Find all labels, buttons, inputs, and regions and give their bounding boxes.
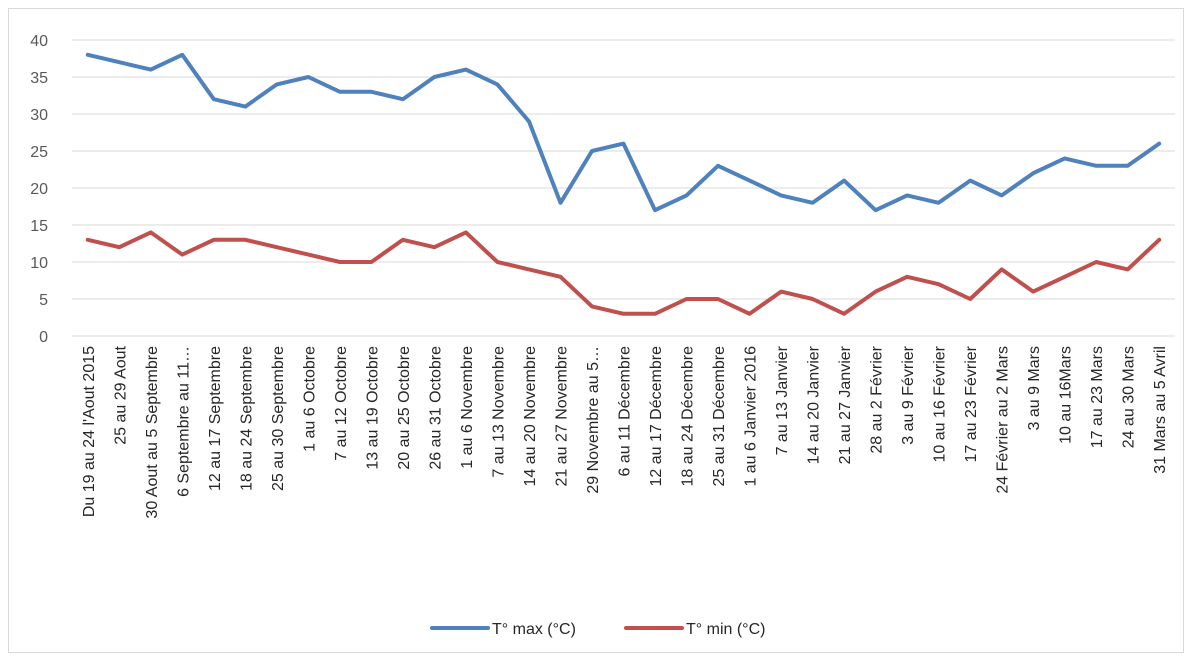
x-tick-label: 21 au 27 Janvier — [837, 345, 854, 464]
x-tick-label: 1 au 6 Novembre — [459, 346, 476, 469]
y-tick-label: 0 — [39, 329, 48, 346]
y-tick-label: 35 — [30, 70, 48, 87]
y-tick-label: 5 — [39, 292, 48, 309]
x-tick-label: 1 au 6 Octobre — [301, 346, 318, 452]
series-line-tmin — [85, 230, 1162, 316]
x-axis-ticks: Du 19 au 24 l'Aout 2015 25 au 29 Aout 30 A… — [81, 345, 1169, 518]
x-tick-label: 10 au 16Mars — [1058, 346, 1075, 444]
x-tick-label: 26 au 31 Octobre — [427, 346, 444, 470]
x-tick-label: Du 19 au 24 l'Aout 2015 — [81, 346, 98, 517]
y-tick-label: 40 — [30, 33, 48, 50]
legend-label-tmin: T° min (°C) — [686, 621, 765, 638]
legend: T° max (°C) T° min (°C) — [430, 621, 765, 638]
y-tick-label: 10 — [30, 255, 48, 272]
x-tick-label: 28 au 2 Février — [869, 345, 886, 453]
x-tick-label: 21 au 27 Novembre — [553, 346, 570, 487]
x-tick-label: 3 au 9 Mars — [1026, 346, 1043, 430]
x-tick-label: 13 au 19 Octobre — [364, 346, 381, 470]
y-tick-label: 15 — [30, 218, 48, 235]
y-axis-ticks: 0 5 10 15 20 25 30 35 40 — [30, 33, 48, 346]
x-tick-label: 24 au 30 Mars — [1121, 346, 1138, 448]
y-tick-label: 25 — [30, 144, 48, 161]
x-tick-label: 7 au 13 Novembre — [490, 346, 507, 478]
x-tick-label: 14 au 20 Novembre — [522, 346, 539, 487]
x-tick-label: 10 au 16 Février — [932, 345, 949, 462]
series-line-tmax — [85, 52, 1162, 213]
x-tick-label: 1 au 6 Janvier 2016 — [743, 346, 760, 487]
x-tick-label: 31 Mars au 5 Avril — [1152, 346, 1169, 474]
x-tick-label: 12 au 17 Décembre — [648, 346, 665, 487]
y-tick-label: 30 — [30, 107, 48, 124]
x-tick-label: 14 au 20 Janvier — [806, 345, 823, 464]
x-tick-label: 18 au 24 Septembre — [238, 346, 255, 491]
x-tick-label: 7 au 12 Octobre — [333, 346, 350, 461]
x-tick-label: 12 au 17 Septembre — [207, 346, 224, 491]
x-tick-label: 25 au 30 Septembre — [270, 346, 287, 491]
x-tick-label: 29 Novembre au 5… — [585, 346, 602, 494]
x-tick-label: 6 Septembre au 11… — [175, 346, 192, 497]
x-tick-label: 25 au 29 Aout — [112, 345, 129, 444]
x-tick-label: 7 au 13 Janvier — [774, 345, 791, 455]
series-lines — [85, 52, 1162, 316]
chart-frame — [8, 8, 1184, 653]
x-tick-label: 25 au 31 Décembre — [711, 346, 728, 487]
x-tick-label: 18 au 24 Décembre — [680, 346, 697, 487]
legend-label-tmax: T° max (°C) — [492, 621, 576, 638]
x-tick-label: 3 au 9 Février — [900, 345, 917, 444]
x-tick-label: 20 au 25 Octobre — [396, 346, 413, 470]
x-tick-label: 24 Février au 2 Mars — [995, 346, 1012, 494]
gridlines — [72, 39, 1175, 337]
x-tick-label: 30 Aout au 5 Septembre — [144, 346, 161, 519]
x-tick-label: 6 au 11 Décembre — [617, 346, 634, 477]
x-tick-label: 17 au 23 Mars — [1089, 346, 1106, 448]
x-tick-label: 17 au 23 Février — [963, 345, 980, 462]
y-tick-label: 20 — [30, 181, 48, 198]
